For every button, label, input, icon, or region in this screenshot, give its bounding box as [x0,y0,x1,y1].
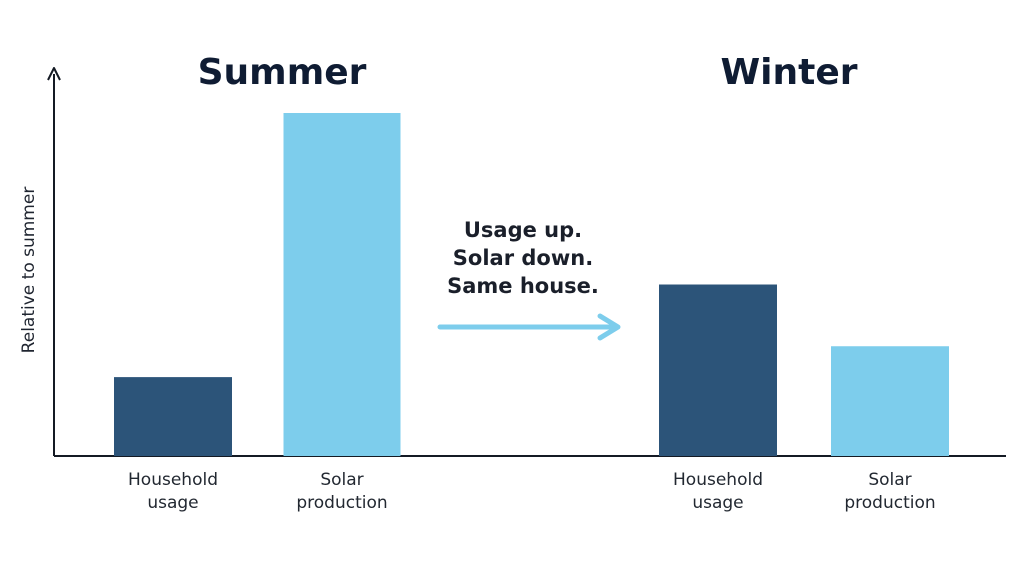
bar-winter-solar-production [831,346,949,456]
bar-winter-household-usage [659,284,777,456]
group-title-summer: Summer [198,52,367,93]
bar-summer-solar-production [283,113,401,456]
arrow-right-icon [597,313,621,341]
tick-label-winter-household-line1: Household [673,470,763,490]
tick-label-summer-household-line2: usage [147,493,198,513]
y-axis-arrow-icon [47,67,61,81]
y-axis-label: Relative to summer [19,187,39,354]
tick-label-summer-solar-line2: production [296,493,387,513]
tick-label-winter-solar-line2: production [844,493,935,513]
group-title-winter: Winter [720,52,857,93]
tick-label-winter-household-line2: usage [692,493,743,513]
tick-label-summer-solar-line1: Solar [320,470,363,490]
bar-summer-household-usage [114,377,232,456]
tick-label-summer-household-line1: Household [128,470,218,490]
tick-label-winter-solar-line1: Solar [868,470,911,490]
annotation-line-2: Solar down. [453,246,593,270]
annotation-line-3: Same house. [447,274,599,298]
annotation-line-1: Usage up. [464,218,582,242]
